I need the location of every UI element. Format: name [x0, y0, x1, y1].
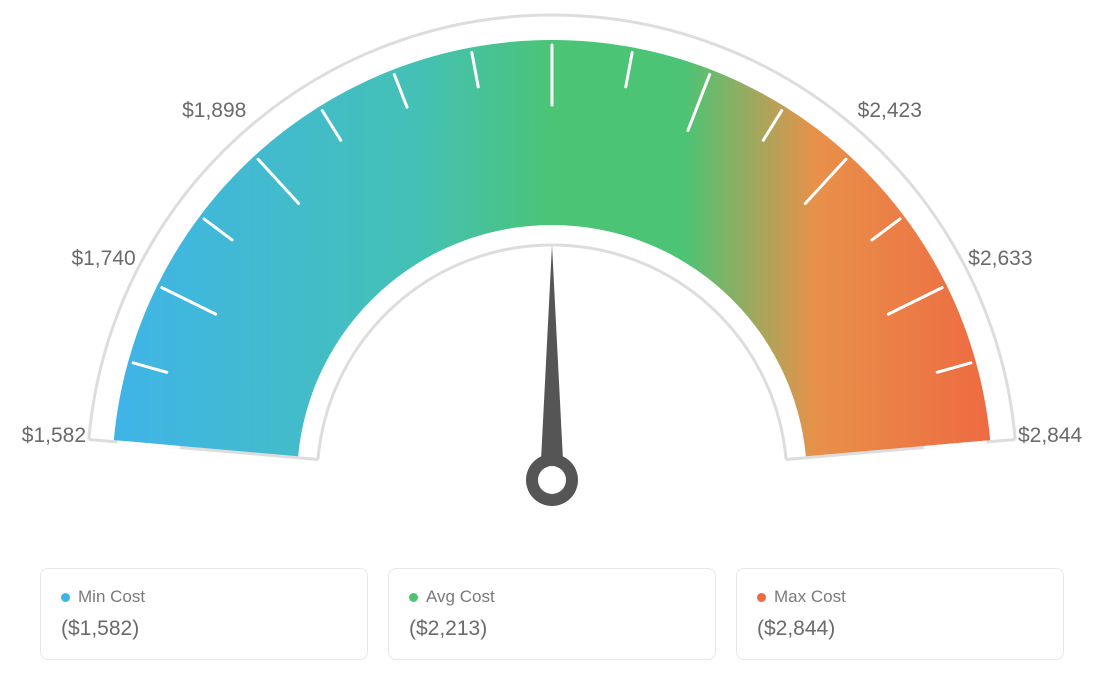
avg-dot-icon [409, 593, 418, 602]
avg-cost-value: ($2,213) [409, 617, 695, 641]
min-cost-label: Min Cost [78, 587, 145, 607]
max-cost-value: ($2,844) [757, 617, 1043, 641]
max-cost-card: Max Cost ($2,844) [736, 568, 1064, 660]
gauge-svg [0, 0, 1104, 530]
avg-cost-title: Avg Cost [409, 587, 695, 607]
max-cost-label: Max Cost [774, 587, 846, 607]
min-dot-icon [61, 593, 70, 602]
min-cost-title: Min Cost [61, 587, 347, 607]
gauge-tick-label: $2,423 [858, 99, 922, 123]
avg-cost-label: Avg Cost [426, 587, 495, 607]
min-cost-card: Min Cost ($1,582) [40, 568, 368, 660]
min-cost-value: ($1,582) [61, 617, 347, 641]
gauge-tick-label: $2,844 [1018, 424, 1082, 448]
gauge-tick-label: $1,582 [22, 424, 86, 448]
gauge-area: $1,582$1,740$1,898$2,213$2,423$2,633$2,8… [0, 0, 1104, 530]
max-cost-title: Max Cost [757, 587, 1043, 607]
max-dot-icon [757, 593, 766, 602]
gauge-chart-container: $1,582$1,740$1,898$2,213$2,423$2,633$2,8… [0, 0, 1104, 690]
gauge-tick-label: $2,633 [968, 247, 1032, 271]
gauge-tick-label: $1,740 [71, 247, 135, 271]
gauge-tick-label: $1,898 [182, 99, 246, 123]
avg-cost-card: Avg Cost ($2,213) [388, 568, 716, 660]
cost-cards-row: Min Cost ($1,582) Avg Cost ($2,213) Max … [40, 568, 1064, 660]
